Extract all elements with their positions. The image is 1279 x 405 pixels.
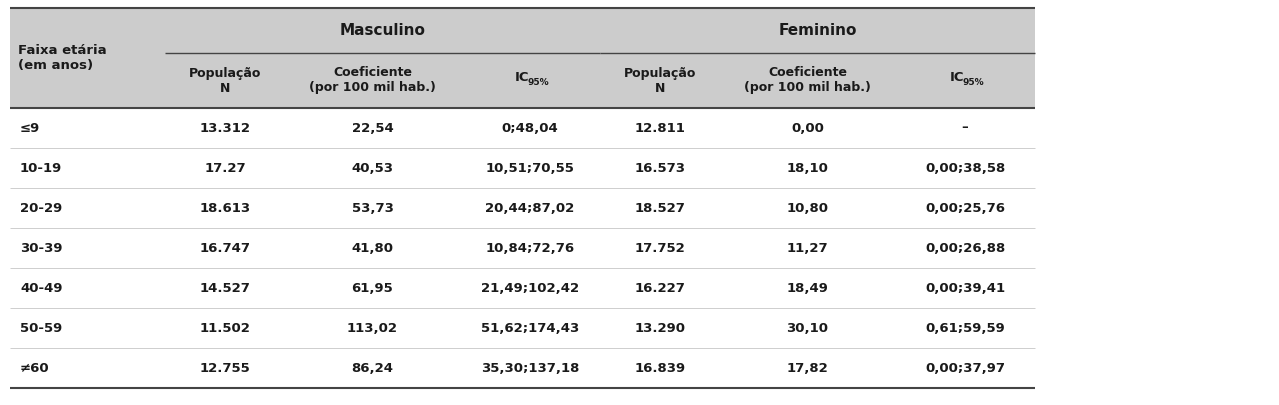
- Text: 18,49: 18,49: [787, 281, 829, 294]
- Text: 12.755: 12.755: [200, 362, 251, 375]
- Bar: [600, 8, 1035, 53]
- Bar: [10, 228, 1035, 268]
- Text: 0,00: 0,00: [792, 122, 824, 134]
- Text: IC: IC: [514, 71, 530, 84]
- Text: ≠60: ≠60: [20, 362, 50, 375]
- Text: ≤9: ≤9: [20, 122, 40, 134]
- Bar: [10, 8, 165, 108]
- Bar: [165, 8, 600, 53]
- Bar: [165, 53, 285, 108]
- Text: 61,95: 61,95: [352, 281, 394, 294]
- Bar: [10, 108, 1035, 148]
- Text: 11.502: 11.502: [200, 322, 251, 335]
- Text: Feminino: Feminino: [779, 23, 857, 38]
- Text: 53,73: 53,73: [352, 202, 394, 215]
- Text: 10,51;70,55: 10,51;70,55: [486, 162, 574, 175]
- Text: –: –: [962, 122, 968, 134]
- Text: 40-49: 40-49: [20, 281, 63, 294]
- Text: 50-59: 50-59: [20, 322, 63, 335]
- Text: 16.747: 16.747: [200, 241, 251, 254]
- Text: 22,54: 22,54: [352, 122, 394, 134]
- Text: 17.27: 17.27: [205, 162, 246, 175]
- Text: 0,00;26,88: 0,00;26,88: [925, 241, 1005, 254]
- Text: 113,02: 113,02: [347, 322, 398, 335]
- Text: 0,61;59,59: 0,61;59,59: [925, 322, 1005, 335]
- Text: 0,00;37,97: 0,00;37,97: [925, 362, 1005, 375]
- Text: 0,00;39,41: 0,00;39,41: [925, 281, 1005, 294]
- Bar: [10, 148, 1035, 188]
- Bar: [285, 53, 460, 108]
- Text: População
N: População N: [189, 66, 261, 94]
- Text: 95%: 95%: [527, 78, 549, 87]
- Text: 18.527: 18.527: [634, 202, 686, 215]
- Text: Coeficiente
(por 100 mil hab.): Coeficiente (por 100 mil hab.): [310, 66, 436, 94]
- Text: 17,82: 17,82: [787, 362, 829, 375]
- Bar: [10, 308, 1035, 348]
- Text: 0,00;38,58: 0,00;38,58: [925, 162, 1005, 175]
- Text: 30-39: 30-39: [20, 241, 63, 254]
- Text: 11,27: 11,27: [787, 241, 829, 254]
- Text: 10-19: 10-19: [20, 162, 63, 175]
- Text: 20,44;87,02: 20,44;87,02: [485, 202, 574, 215]
- Bar: [10, 188, 1035, 228]
- Text: 13.290: 13.290: [634, 322, 686, 335]
- Text: 10,80: 10,80: [787, 202, 829, 215]
- Text: 20-29: 20-29: [20, 202, 63, 215]
- Text: 16.839: 16.839: [634, 362, 686, 375]
- Bar: [600, 53, 720, 108]
- Text: 0,00;25,76: 0,00;25,76: [925, 202, 1005, 215]
- Bar: [895, 53, 1035, 108]
- Text: Coeficiente
(por 100 mil hab.): Coeficiente (por 100 mil hab.): [744, 66, 871, 94]
- Bar: [460, 53, 600, 108]
- Text: Masculino: Masculino: [339, 23, 426, 38]
- Bar: [10, 348, 1035, 388]
- Text: 18.613: 18.613: [200, 202, 251, 215]
- Text: IC: IC: [950, 71, 964, 84]
- Text: 18,10: 18,10: [787, 162, 829, 175]
- Text: 41,80: 41,80: [352, 241, 394, 254]
- Bar: [720, 53, 895, 108]
- Text: 12.811: 12.811: [634, 122, 686, 134]
- Text: 0;48,04: 0;48,04: [501, 122, 559, 134]
- Text: 10,84;72,76: 10,84;72,76: [486, 241, 574, 254]
- Text: 51,62;174,43: 51,62;174,43: [481, 322, 579, 335]
- Text: 13.312: 13.312: [200, 122, 251, 134]
- Text: 16.227: 16.227: [634, 281, 686, 294]
- Text: 14.527: 14.527: [200, 281, 251, 294]
- Text: 16.573: 16.573: [634, 162, 686, 175]
- Text: 35,30;137,18: 35,30;137,18: [481, 362, 579, 375]
- Text: 86,24: 86,24: [352, 362, 394, 375]
- Text: 17.752: 17.752: [634, 241, 686, 254]
- Text: Faixa etária
(em anos): Faixa etária (em anos): [18, 44, 106, 72]
- Text: 40,53: 40,53: [352, 162, 394, 175]
- Text: 21,49;102,42: 21,49;102,42: [481, 281, 579, 294]
- Text: 30,10: 30,10: [787, 322, 829, 335]
- Bar: [10, 268, 1035, 308]
- Text: População
N: População N: [624, 66, 696, 94]
- Text: 95%: 95%: [962, 78, 984, 87]
